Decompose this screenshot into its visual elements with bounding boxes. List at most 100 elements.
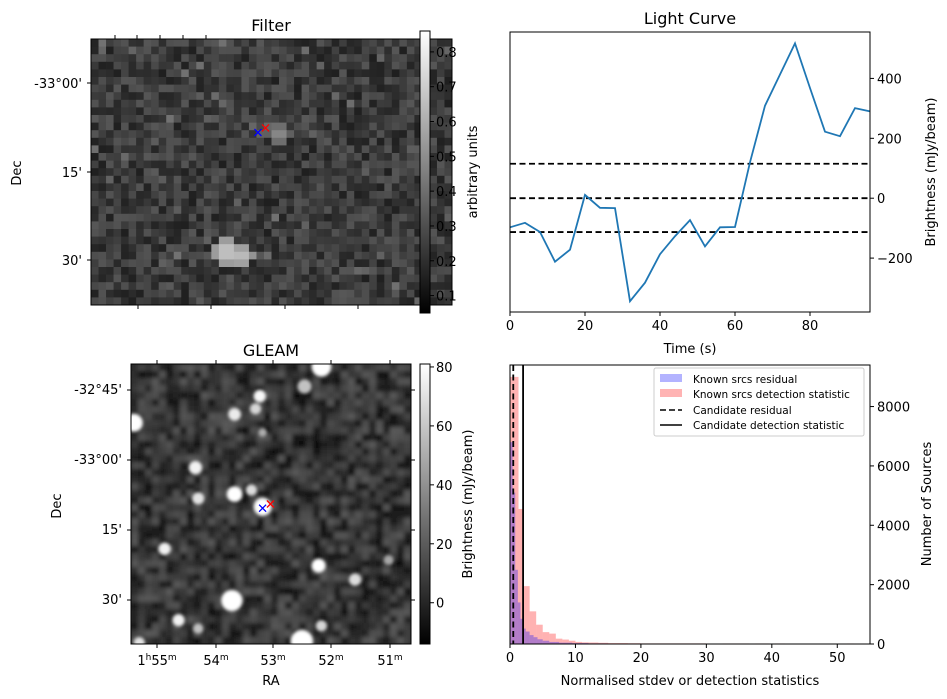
gleam-noise-cell	[390, 497, 398, 505]
filter-pixel	[376, 137, 385, 146]
filter-pixel	[354, 282, 363, 291]
gleam-noise-cell	[257, 602, 265, 610]
gleam-noise-cell	[362, 434, 370, 442]
gleam-noise-cell	[243, 483, 251, 491]
filter-pixel	[143, 274, 152, 283]
gleam-noise-cell	[243, 378, 251, 386]
filter-pixel	[414, 198, 423, 207]
gleam-noise-cell	[229, 560, 237, 568]
gleam-noise-cell	[159, 420, 167, 428]
filter-pixel	[294, 229, 302, 237]
filter-pixel	[211, 221, 220, 230]
gleam-noise-cell	[327, 525, 335, 533]
gleam-noise-cell	[299, 546, 307, 554]
gleam-noise-cell	[306, 588, 314, 596]
filter-pixel	[301, 168, 310, 177]
filter-pixel	[158, 92, 167, 101]
filter-pixel	[279, 221, 287, 230]
filter-pixel	[309, 145, 318, 154]
gleam-noise-cell	[243, 553, 251, 561]
gleam-noise-cell	[201, 532, 209, 540]
filter-pixel	[113, 274, 122, 283]
filter-pixel	[211, 137, 220, 146]
gleam-noise-cell	[292, 595, 300, 603]
filter-pixel	[294, 274, 302, 283]
filter-pixel	[263, 183, 272, 192]
filter-pixel	[98, 99, 107, 108]
gleam-noise-cell	[278, 441, 286, 449]
filter-pixel	[196, 77, 205, 85]
gleam-noise-cell	[292, 441, 300, 449]
gleam-noise-cell	[222, 518, 230, 526]
gleam-noise-cell	[173, 448, 181, 456]
filter-pixel	[121, 198, 129, 207]
gleam-noise-cell	[215, 448, 223, 456]
filter-pixel	[166, 191, 175, 199]
gleam-noise-cell	[131, 483, 139, 491]
filter-pixel	[346, 54, 355, 63]
filter-pixel	[369, 175, 378, 184]
filter-pixel	[91, 122, 99, 131]
gleam-noise-cell	[292, 497, 300, 505]
filter-pixel	[256, 213, 265, 222]
gleam-noise-cell	[187, 441, 195, 449]
filter-pixel	[91, 213, 99, 222]
filter-pixel	[136, 274, 145, 283]
filter-pixel	[128, 39, 137, 47]
filter-pixel	[136, 221, 145, 230]
filter-pixel	[339, 183, 348, 192]
gleam-noise-cell	[250, 602, 258, 610]
gleam-noise-cell	[362, 588, 370, 596]
filter-pixel	[331, 236, 340, 245]
gleam-noise-cell	[208, 378, 216, 386]
filter-pixel	[331, 274, 340, 283]
gleam-noise-cell	[292, 623, 300, 631]
filter-pixel	[151, 77, 160, 85]
filter-pixel	[263, 236, 272, 245]
gleam-noise-cell	[341, 427, 349, 435]
gleam-noise-cell	[299, 399, 307, 407]
filter-pixel	[196, 145, 205, 154]
gleam-noise-cell	[152, 490, 160, 498]
filter-pixel	[151, 198, 160, 207]
gleam-noise-cell	[173, 553, 181, 561]
filter-pixel	[211, 77, 220, 85]
gleam-noise-cell	[138, 462, 146, 470]
gleam-noise-cell	[334, 399, 342, 407]
gleam-noise-cell	[138, 553, 146, 561]
gleam-noise-cell	[159, 497, 167, 505]
filter-pixel	[286, 289, 295, 298]
gleam-noise-cell	[131, 462, 139, 470]
gleam-noise-cell	[152, 560, 160, 568]
filter-colorbar-tick-label: 0.7	[436, 81, 457, 96]
filter-pixel	[279, 289, 287, 298]
gleam-noise-cell	[166, 490, 174, 498]
filter-pixel	[196, 92, 205, 101]
gleam-noise-cell	[152, 623, 160, 631]
filter-pixel	[233, 282, 242, 291]
filter-pixel	[354, 229, 363, 237]
filter-pixel	[346, 99, 355, 108]
filter-pixel	[211, 84, 220, 93]
filter-pixel	[241, 259, 250, 268]
gleam-noise-cell	[159, 588, 167, 596]
filter-pixel	[309, 198, 318, 207]
filter-pixel	[309, 297, 318, 306]
filter-pixel	[256, 236, 265, 245]
gleam-noise-cell	[180, 553, 188, 561]
light-curve-y-tick-label: 0	[877, 192, 885, 207]
gleam-noise-cell	[201, 595, 209, 603]
filter-pixel	[211, 46, 220, 55]
legend-label: Known srcs detection statistic	[693, 389, 850, 401]
gleam-noise-cell	[250, 560, 258, 568]
filter-pixel	[181, 69, 190, 78]
gleam-noise-cell	[208, 399, 216, 407]
gleam-noise-cell	[397, 434, 405, 442]
light-curve-x-tick-label: 20	[577, 319, 594, 334]
gleam-noise-cell	[159, 602, 167, 610]
filter-pixel	[196, 282, 205, 291]
filter-pixel	[316, 160, 325, 169]
gleam-noise-cell	[187, 511, 195, 519]
filter-pixel	[384, 130, 393, 139]
gleam-noise-cell	[306, 574, 314, 582]
